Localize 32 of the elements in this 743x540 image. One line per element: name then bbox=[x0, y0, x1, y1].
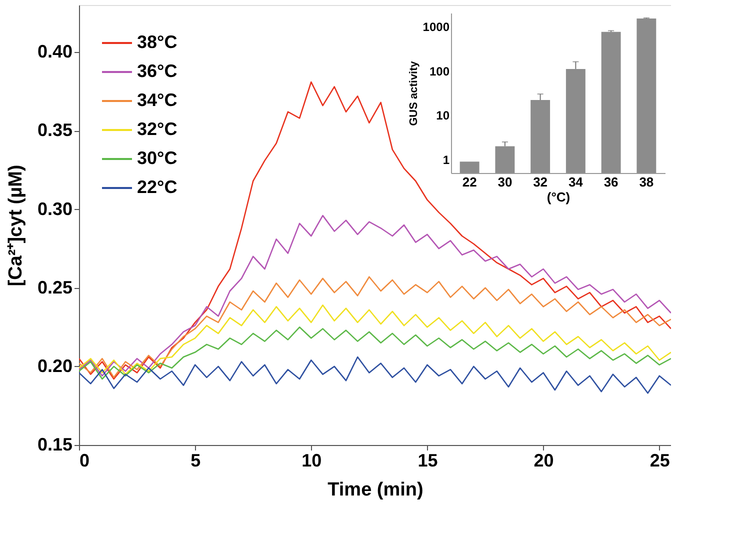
y-tick-label: 0.35 bbox=[37, 120, 72, 140]
legend-label: 32°C bbox=[137, 119, 178, 139]
x-tick-label: 0 bbox=[80, 450, 90, 470]
x-tick-label: 15 bbox=[418, 450, 438, 470]
legend-label: 30°C bbox=[137, 148, 178, 168]
x-tick-label: 38 bbox=[639, 174, 654, 190]
y-tick-label: 10 bbox=[436, 108, 450, 123]
y-tick-label: 1 bbox=[442, 153, 450, 168]
legend-label: 38°C bbox=[137, 32, 178, 52]
x-tick-label: 20 bbox=[534, 450, 554, 470]
y-tick-label: 100 bbox=[429, 64, 450, 78]
x-axis-title: Time (min) bbox=[328, 480, 424, 500]
x-tick-label: 30 bbox=[498, 174, 512, 190]
legend-label: 22°C bbox=[137, 177, 178, 197]
y-tick-label: 0.20 bbox=[37, 356, 72, 376]
y-axis-title: GUS activity bbox=[408, 60, 420, 126]
legend-label: 36°C bbox=[137, 61, 178, 81]
x-axis-title: (°C) bbox=[546, 190, 570, 204]
x-tick-label: 10 bbox=[302, 450, 322, 470]
y-tick-label: 0.15 bbox=[37, 434, 72, 454]
y-tick-label: 1000 bbox=[422, 20, 450, 34]
y-tick-label: 0.40 bbox=[37, 42, 72, 62]
y-tick-label: 0.30 bbox=[37, 198, 72, 219]
x-tick-label: 32 bbox=[533, 174, 548, 190]
y-axis-title: [Ca²⁺]cyt (µM) bbox=[5, 164, 26, 286]
x-tick-label: 34 bbox=[568, 174, 584, 190]
x-tick-label: 22 bbox=[462, 174, 477, 190]
x-tick-label: 5 bbox=[190, 450, 201, 470]
legend-label: 34°C bbox=[137, 90, 178, 110]
x-tick-label: 25 bbox=[650, 450, 670, 470]
y-tick-label: 0.25 bbox=[37, 277, 72, 298]
x-tick-label: 36 bbox=[604, 174, 618, 190]
